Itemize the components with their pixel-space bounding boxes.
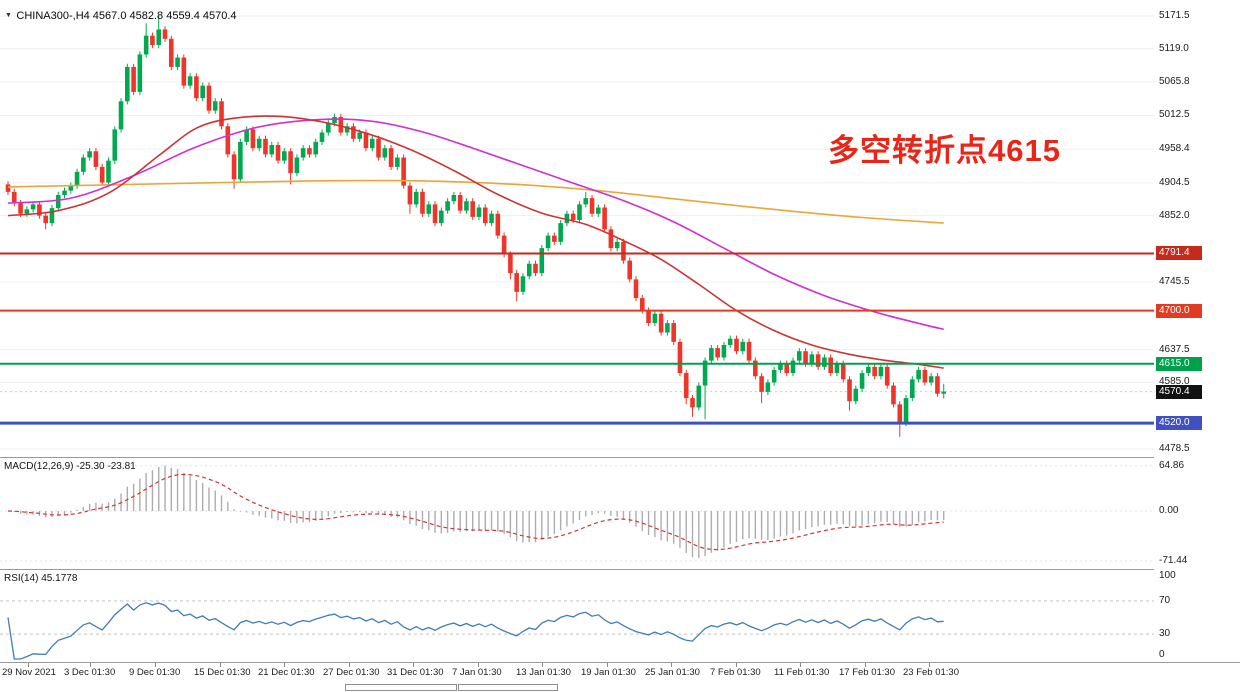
price-axis-label: 5012.5 bbox=[1159, 109, 1190, 121]
time-axis[interactable]: 29 Nov 2021 3 Dec 01:30 9 Dec 01:30 15 Dec … bbox=[0, 663, 1240, 683]
price-axis[interactable]: 5171.5 5119.0 5065.8 5012.5 4958.4 4904.5 4852… bbox=[1154, 0, 1240, 662]
macd-label: MACD(12,26,9) -25.30 -23.81 bbox=[4, 461, 136, 472]
price-axis-label: 4958.4 bbox=[1159, 143, 1190, 155]
macd-chart[interactable] bbox=[0, 458, 1154, 568]
line-price-tag: 4615.0 bbox=[1156, 356, 1202, 371]
time-tick bbox=[865, 663, 866, 667]
macd-axis-label: 0.00 bbox=[1159, 505, 1179, 516]
price-chart[interactable] bbox=[0, 0, 1154, 457]
time-tick bbox=[284, 663, 285, 667]
time-axis-label: 21 Dec 01:30 bbox=[258, 667, 315, 678]
chart-annotation-text[interactable]: 多空转折点4615 bbox=[828, 133, 1061, 168]
price-axis-label: 4585.0 bbox=[1159, 376, 1190, 388]
macd-axis-label: -71.44 bbox=[1159, 554, 1188, 566]
price-axis-label: 4852.0 bbox=[1159, 209, 1190, 221]
time-axis-label: 13 Jan 01:30 bbox=[516, 667, 571, 678]
time-axis-label: 23 Feb 01:30 bbox=[903, 667, 959, 678]
time-axis-label: 29 Nov 2021 bbox=[2, 667, 56, 678]
symbol-ohlc-bar: ▼ CHINA300-,H4 4567.0 4582.8 4559.4 4570… bbox=[5, 6, 237, 24]
price-axis-label: 4637.5 bbox=[1159, 343, 1190, 355]
time-tick bbox=[349, 663, 350, 667]
time-tick bbox=[478, 663, 479, 667]
price-axis-label: 4904.5 bbox=[1159, 176, 1190, 188]
time-axis-label: 9 Dec 01:30 bbox=[129, 667, 181, 678]
time-axis-label: 25 Jan 01:30 bbox=[645, 667, 700, 678]
panel-divider bbox=[0, 662, 1240, 663]
time-tick bbox=[671, 663, 672, 667]
ma-orange-slow[interactable] bbox=[7, 179, 944, 224]
time-tick bbox=[800, 663, 801, 667]
time-tick bbox=[929, 663, 930, 667]
macd-signal-line bbox=[7, 473, 944, 551]
time-tick bbox=[607, 663, 608, 667]
ma-magenta-long[interactable] bbox=[7, 118, 944, 331]
line-price-tag: 4791.4 bbox=[1156, 246, 1202, 261]
price-axis-label: 5119.0 bbox=[1159, 42, 1189, 54]
scrollbar-thumb[interactable] bbox=[345, 684, 457, 691]
scrollbar-thumb[interactable] bbox=[458, 684, 558, 691]
rsi-axis-label: 100 bbox=[1159, 570, 1176, 581]
time-axis-label: 17 Feb 01:30 bbox=[839, 667, 895, 678]
price-axis-label: 4478.5 bbox=[1159, 443, 1190, 454]
rsi-line bbox=[7, 602, 944, 660]
time-tick bbox=[413, 663, 414, 667]
time-tick bbox=[28, 663, 29, 667]
scrollbar-track[interactable] bbox=[0, 683, 1240, 692]
time-axis-label: 31 Dec 01:30 bbox=[387, 667, 444, 678]
line-price-tag: 4520.0 bbox=[1156, 416, 1202, 431]
bid-price-tag: 4570.4 bbox=[1156, 384, 1202, 399]
time-axis-label: 27 Dec 01:30 bbox=[323, 667, 380, 678]
ma-red-fast[interactable] bbox=[7, 115, 944, 369]
time-axis-label: 19 Jan 01:30 bbox=[581, 667, 636, 678]
macd-histogram bbox=[13, 465, 945, 559]
rsi-axis-label: 30 bbox=[1159, 628, 1171, 640]
time-axis-label: 3 Dec 01:30 bbox=[64, 667, 116, 678]
time-axis-label: 15 Dec 01:30 bbox=[194, 667, 251, 678]
rsi-axis-label: 0 bbox=[1159, 649, 1165, 660]
rsi-axis-label: 70 bbox=[1159, 594, 1171, 606]
time-axis-label: 11 Feb 01:30 bbox=[774, 667, 830, 678]
time-tick bbox=[542, 663, 543, 667]
rsi-chart[interactable] bbox=[0, 570, 1154, 662]
price-axis-label: 5171.5 bbox=[1159, 10, 1190, 21]
time-tick bbox=[736, 663, 737, 667]
time-tick bbox=[220, 663, 221, 667]
candles-series bbox=[5, 16, 947, 437]
time-axis-label: 7 Feb 01:30 bbox=[710, 667, 761, 678]
symbol-ohlc-label: CHINA300-,H4 4567.0 4582.8 4559.4 4570.4 bbox=[16, 10, 237, 22]
macd-axis-label: 64.86 bbox=[1159, 459, 1185, 471]
panel-divider[interactable] bbox=[0, 569, 1240, 570]
line-price-tag: 4700.0 bbox=[1156, 303, 1202, 318]
rsi-label: RSI(14) 45.1778 bbox=[4, 573, 78, 584]
price-axis-label: 5065.8 bbox=[1159, 76, 1190, 88]
panel-divider[interactable] bbox=[0, 457, 1240, 458]
time-axis-label: 7 Jan 01:30 bbox=[452, 667, 502, 678]
price-axis-label: 4745.5 bbox=[1159, 276, 1190, 288]
time-tick bbox=[155, 663, 156, 667]
collapse-icon[interactable]: ▼ bbox=[5, 12, 12, 19]
time-tick bbox=[90, 663, 91, 667]
